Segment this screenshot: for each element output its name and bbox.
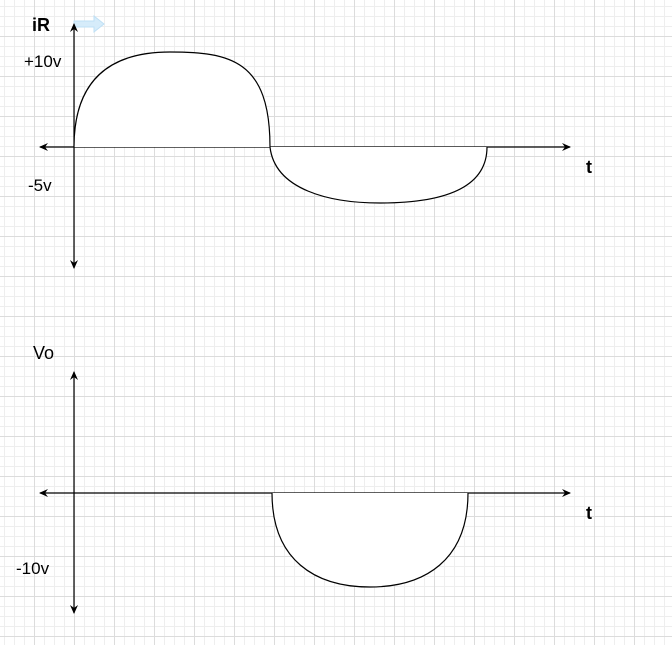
- bottom-graph: [39, 371, 571, 614]
- bottom-y-axis-label: Vo: [33, 343, 55, 363]
- top-graph: [39, 23, 571, 269]
- top-positive-level-label: +10v: [24, 52, 62, 71]
- bottom-negative-level-label: -10v: [16, 559, 50, 578]
- top-negative-level-label: -5v: [28, 176, 52, 195]
- bottom-negative-lobe: [271, 492, 469, 588]
- bottom-x-axis-label: t: [586, 503, 592, 523]
- top-x-axis-label: t: [586, 157, 592, 177]
- top-negative-lobe: [269, 146, 488, 204]
- top-positive-lobe: [73, 51, 271, 148]
- top-y-axis-label: iR: [32, 15, 50, 35]
